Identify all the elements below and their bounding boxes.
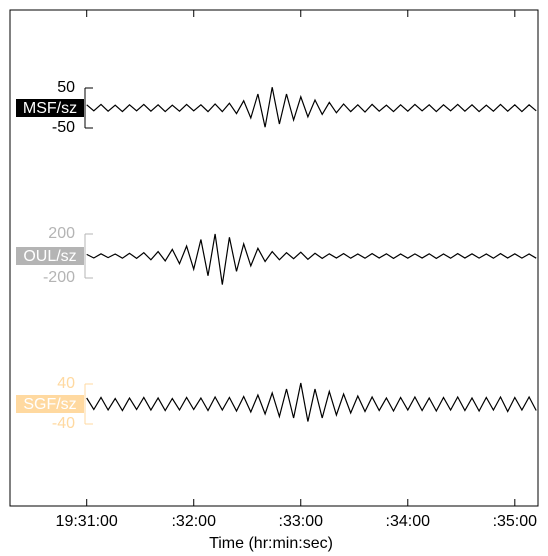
waveform: [86, 382, 537, 422]
x-tick-label: :32:00: [171, 513, 216, 530]
waveform: [86, 233, 537, 285]
waveform: [86, 87, 537, 128]
x-axis-label: Time (hr:min:sec): [209, 535, 333, 552]
y-tick-label: -50: [52, 119, 75, 136]
channel-label-bg: [16, 395, 84, 413]
x-tick-label: :33:00: [279, 513, 324, 530]
plot-frame: [9, 9, 539, 507]
y-tick-label: -200: [43, 269, 75, 286]
y-tick-label: -40: [52, 415, 75, 432]
x-tick-label: 19:31:00: [56, 513, 118, 530]
channel-label: MSF/sz: [23, 100, 77, 117]
channel-label-bg: [16, 99, 84, 117]
y-tick-label: 200: [48, 225, 75, 242]
y-tick-label: 50: [57, 79, 75, 96]
x-tick-label: :35:00: [493, 513, 538, 530]
y-tick-label: 40: [57, 375, 75, 392]
channel-label-bg: [16, 247, 84, 265]
channel-label: OUL/sz: [23, 248, 76, 265]
channel-label: SGF/sz: [23, 396, 76, 413]
x-tick-label: :34:00: [386, 513, 431, 530]
